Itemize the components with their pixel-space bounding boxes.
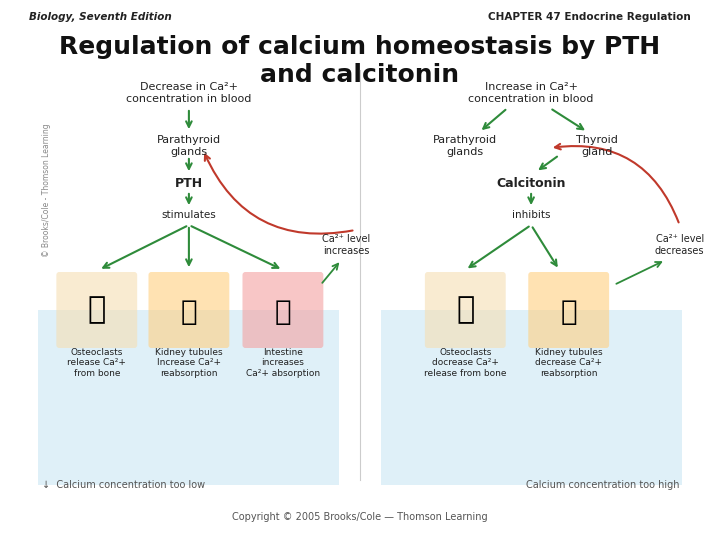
Text: Thyroid
gland: Thyroid gland xyxy=(576,135,618,157)
Text: Intestine
increases
Ca²+ absorption: Intestine increases Ca²+ absorption xyxy=(246,348,320,378)
Text: 🫁: 🫁 xyxy=(274,298,291,326)
FancyBboxPatch shape xyxy=(56,272,138,348)
Text: Parathyroid
glands: Parathyroid glands xyxy=(433,135,498,157)
Text: Osteoclasts
docrease Ca²+
release from bone: Osteoclasts docrease Ca²+ release from b… xyxy=(424,348,507,378)
Text: Regulation of calcium homeostasis by PTH
and calcitonin: Regulation of calcium homeostasis by PTH… xyxy=(60,35,660,87)
FancyBboxPatch shape xyxy=(381,310,682,485)
Text: Osteoclasts
release Ca²+
from bone: Osteoclasts release Ca²+ from bone xyxy=(68,348,126,378)
FancyBboxPatch shape xyxy=(148,272,230,348)
Text: Kidney tubules
Increase Ca²+
reabsorption: Kidney tubules Increase Ca²+ reabsorptio… xyxy=(155,348,222,378)
Text: Calcium concentration too high: Calcium concentration too high xyxy=(526,480,680,490)
Text: stimulates: stimulates xyxy=(161,210,216,220)
Text: 🦴: 🦴 xyxy=(456,295,474,325)
FancyBboxPatch shape xyxy=(528,272,609,348)
FancyBboxPatch shape xyxy=(425,272,505,348)
FancyBboxPatch shape xyxy=(38,310,339,485)
Text: 🫘: 🫘 xyxy=(560,298,577,326)
Text: 🫘: 🫘 xyxy=(181,298,197,326)
Text: Kidney tubules
decrease Ca²+
reabsorption: Kidney tubules decrease Ca²+ reabsorptio… xyxy=(535,348,603,378)
Text: inhibits: inhibits xyxy=(512,210,550,220)
Text: CHAPTER 47 Endocrine Regulation: CHAPTER 47 Endocrine Regulation xyxy=(488,12,691,22)
Text: Parathyroid
glands: Parathyroid glands xyxy=(157,135,221,157)
Text: 🦴: 🦴 xyxy=(88,295,106,325)
Text: ↓  Calcium concentration too low: ↓ Calcium concentration too low xyxy=(42,480,205,490)
Text: Biology, Seventh Edition: Biology, Seventh Edition xyxy=(29,12,172,22)
Text: © Brooks/Cole - Thomson Learning: © Brooks/Cole - Thomson Learning xyxy=(42,123,51,257)
Text: PTH: PTH xyxy=(175,177,203,190)
Text: Ca²⁺ level
decreases: Ca²⁺ level decreases xyxy=(655,234,704,256)
Text: Ca²⁺ level
increases: Ca²⁺ level increases xyxy=(322,234,370,256)
Text: Copyright © 2005 Brooks/Cole — Thomson Learning: Copyright © 2005 Brooks/Cole — Thomson L… xyxy=(232,512,488,522)
Text: Calcitonin: Calcitonin xyxy=(496,177,566,190)
Text: Decrease in Ca²+
concentration in blood: Decrease in Ca²+ concentration in blood xyxy=(126,82,251,104)
FancyBboxPatch shape xyxy=(243,272,323,348)
Text: Increase in Ca²+
concentration in blood: Increase in Ca²+ concentration in blood xyxy=(469,82,594,104)
